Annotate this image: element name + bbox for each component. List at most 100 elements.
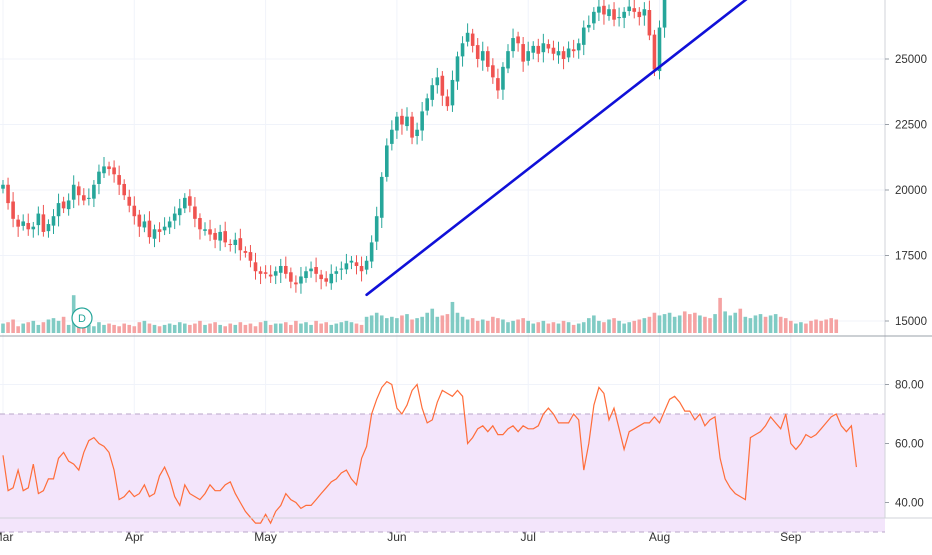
candle-body <box>576 43 581 51</box>
volume-bar <box>324 322 328 333</box>
volume-marker-circle[interactable] <box>71 307 93 329</box>
candle-body <box>546 44 551 49</box>
time-tick-label: Jun <box>387 530 406 544</box>
candle-body <box>385 145 389 177</box>
volume-bar <box>778 316 783 333</box>
volume-bar <box>127 324 132 333</box>
candle-body <box>652 34 657 70</box>
volume-bar <box>208 323 212 333</box>
candle-body <box>395 116 399 131</box>
volume-bar <box>122 323 126 333</box>
candle-body <box>289 272 293 282</box>
volume-bar <box>561 320 566 333</box>
candle-body <box>137 214 142 227</box>
candle-body <box>167 221 172 228</box>
trendline[interactable] <box>365 0 862 297</box>
volume-bar <box>708 318 712 333</box>
volume-bar <box>511 320 515 333</box>
volume-bar <box>16 326 20 333</box>
volume-bar <box>395 318 399 333</box>
volume-bar <box>435 316 440 333</box>
volume-bar <box>652 312 657 333</box>
volume-bar <box>188 324 192 333</box>
candle-body <box>440 75 445 96</box>
candle-body <box>162 226 167 231</box>
volume-bar <box>587 318 591 333</box>
volume-bar <box>142 320 147 333</box>
candle-body <box>41 214 46 232</box>
candle-body <box>122 183 126 196</box>
volume-bar <box>390 316 394 333</box>
price-tick-label: 20000 <box>895 185 927 197</box>
volume-bar <box>1 323 5 333</box>
candle-body <box>102 166 106 174</box>
candle-body <box>470 33 475 46</box>
volume-bar <box>622 323 626 333</box>
volume-bar <box>501 319 505 333</box>
volume-bar <box>177 322 182 333</box>
volume-bar <box>703 316 707 333</box>
candle-body <box>496 78 500 91</box>
volume-bar <box>329 324 334 333</box>
candle-body <box>183 197 187 209</box>
volume-bar <box>465 319 470 333</box>
candle-body <box>92 184 96 199</box>
rsi-pane <box>2 380 857 525</box>
volume-bar <box>400 315 404 333</box>
candle-body <box>516 36 520 44</box>
candle-body <box>324 278 328 282</box>
volume-bar <box>743 316 748 333</box>
volume-bar <box>112 324 116 333</box>
candle-body <box>390 129 394 144</box>
candle-body <box>450 79 455 106</box>
volume-bar <box>632 320 637 333</box>
volume-bar <box>56 320 61 333</box>
volume-bar <box>92 326 96 333</box>
volume-bar <box>637 319 642 333</box>
volume-bar <box>491 316 495 333</box>
candle-body <box>400 115 404 125</box>
candle-body <box>233 239 238 246</box>
volume-bar <box>733 312 738 333</box>
volume-bar <box>728 315 732 333</box>
candle-body <box>480 51 485 61</box>
volume-bar <box>506 322 510 333</box>
candle-body <box>329 273 334 284</box>
candle-body <box>107 166 111 170</box>
volume-bar <box>470 318 475 333</box>
volume-bar <box>698 315 702 333</box>
volume-bar <box>460 316 465 333</box>
candle-body <box>238 238 243 251</box>
volume-bar <box>354 323 359 333</box>
volume-bar <box>334 323 339 333</box>
candle-body <box>309 268 313 272</box>
volume-bar <box>556 323 561 333</box>
candles <box>1 0 667 294</box>
time-tick-label: Sep <box>780 530 802 544</box>
candle-body <box>551 47 556 54</box>
candle-body <box>213 232 217 240</box>
volume-bar <box>137 322 142 333</box>
volume-bar <box>36 324 41 333</box>
volume-bar <box>223 326 227 333</box>
volume-bar <box>253 326 258 333</box>
price-tick-label: 25000 <box>895 54 927 66</box>
candle-body <box>263 272 268 274</box>
candle-body <box>268 274 273 277</box>
volume-bar <box>385 318 389 333</box>
volume-bar <box>713 314 717 333</box>
candle-body <box>198 218 202 230</box>
candle-body <box>66 200 71 210</box>
volume-bar <box>6 322 10 333</box>
volume-bar <box>768 315 773 333</box>
candle-body <box>420 111 424 131</box>
candle-body <box>147 220 152 238</box>
rsi-overbought-oversold-band <box>0 414 885 532</box>
candle-body <box>21 221 25 226</box>
volume-bar <box>31 320 36 333</box>
candle-body <box>511 38 515 52</box>
candle-body <box>223 231 227 243</box>
candle-body <box>76 186 81 196</box>
candle-body <box>430 85 435 100</box>
